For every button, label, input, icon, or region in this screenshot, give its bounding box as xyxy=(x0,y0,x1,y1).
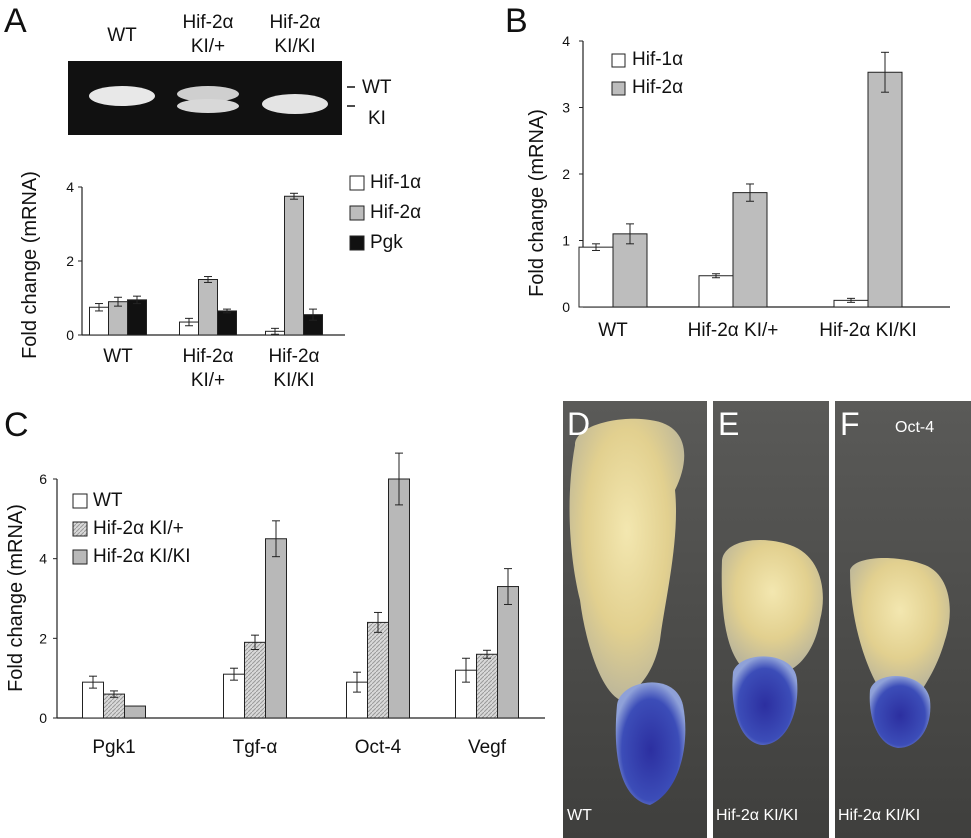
chart-c-bar-hif-2-ki-1 xyxy=(244,641,266,719)
gel-band-hom xyxy=(262,94,328,114)
chart-a: 0 2 4 Fold change (mRNA) WT Hif-2α KI/+ Hif-2α K… xyxy=(19,171,421,391)
chart-c-bar-hif-2-ki-ki-2 xyxy=(388,478,410,719)
chart-b: 0 1 2 3 4 Fold change (mRNA) WT Hif-2α KI/+ Hif-… xyxy=(526,33,950,341)
gel-band-label-ki: KI xyxy=(368,108,386,129)
chart-c-category-label-1-0: Tgf-α xyxy=(233,737,278,758)
chart-b-y-tick-label-4: 4 xyxy=(562,33,570,49)
photo-d-stained-region xyxy=(615,682,686,805)
chart-b-bar-hif-1-0 xyxy=(578,246,614,308)
chart-c-bar-hif-2-ki-ki-3 xyxy=(497,586,519,719)
photo-f-stained-region xyxy=(869,676,931,748)
chart-c-legend-label-hif-2-ki-ki: Hif-2α KI/KI xyxy=(93,546,191,567)
chart-c-category-label-0-0: Pgk1 xyxy=(92,737,135,758)
chart-b-y-axis-title: Fold change (mRNA) xyxy=(526,109,548,297)
photo-f-genotype-label: Hif-2α KI/KI xyxy=(838,807,920,824)
chart-b-y-tick-label-2: 2 xyxy=(562,166,570,182)
panel-label-d: D xyxy=(567,406,590,442)
chart-b-legend-label-hif-1: Hif-1α xyxy=(632,49,683,70)
photo-e-tissue xyxy=(721,540,823,670)
chart-b-legend-swatch-hif-1 xyxy=(611,53,626,68)
photo-d-genotype-label: WT xyxy=(567,807,592,824)
panel-label-e: E xyxy=(718,406,739,442)
chart-a-legend-swatch-pgk xyxy=(349,235,365,251)
photo-panel-e: E Hif-2α KI/KI xyxy=(713,401,829,838)
chart-c-category-label-3-0: Vegf xyxy=(468,737,507,758)
chart-c-legend-swatch-wt xyxy=(72,493,88,509)
panel-label-a: A xyxy=(4,2,27,40)
chart-a-y-tick-label-2: 4 xyxy=(66,179,74,195)
chart-b-category-label-2-0: Hif-2α KI/KI xyxy=(819,320,917,341)
panel-label-b: B xyxy=(505,2,528,40)
chart-b-legend-swatch-hif-2 xyxy=(611,81,626,96)
chart-c-y-tick-label-3: 6 xyxy=(39,471,47,487)
chart-b-y-tick-label-3: 3 xyxy=(562,100,570,116)
panel-label-f: F xyxy=(840,406,860,442)
chart-a-y-axis-title: Fold change (mRNA) xyxy=(19,171,41,359)
chart-b-y-tick-label-0: 0 xyxy=(562,299,570,315)
chart-c-y-axis-title: Fold change (mRNA) xyxy=(5,504,27,692)
chart-b-bar-hif-2-1 xyxy=(732,192,768,308)
chart-b-bar-hif-2-2 xyxy=(867,71,903,308)
chart-a-category-label-2-0: Hif-2α xyxy=(268,346,319,367)
gel-band-label-wt: WT xyxy=(362,77,392,98)
chart-c-y-tick-label-1: 2 xyxy=(39,630,47,646)
chart-a-y-tick-label-1: 2 xyxy=(66,253,74,269)
chart-a-y-tick-label-0: 0 xyxy=(66,327,74,343)
chart-a-legend-label-pgk: Pgk xyxy=(370,232,403,253)
chart-c: 0 2 4 6 Fold change (mRNA) Pgk1 Tgf-α Oct-4 Vegf… xyxy=(5,452,545,758)
chart-c-bar-hif-2-ki-ki-1 xyxy=(265,538,287,719)
chart-a-bar-pgk-0 xyxy=(127,299,147,336)
chart-a-bar-hif-2-1 xyxy=(198,279,218,336)
chart-a-legend-label-hif-1: Hif-1α xyxy=(370,172,421,193)
gel-lane-label-ki-het-line2: KI/+ xyxy=(191,36,225,57)
photo-panel-d: D WT xyxy=(563,401,707,838)
chart-c-legend-label-wt: WT xyxy=(93,490,123,511)
chart-a-legend-swatch-hif-2 xyxy=(349,205,365,221)
gel-lane-label-ki-het-line1: Hif-2α xyxy=(182,12,233,33)
chart-a-category-label-1-1: KI/+ xyxy=(191,370,225,391)
chart-b-category-label-0-0: WT xyxy=(598,320,628,341)
photo-d-tissue xyxy=(569,418,685,700)
chart-c-legend-swatch-hif-2-ki-ki xyxy=(72,549,88,565)
gel-lane-label-ki-hom-line2: KI/KI xyxy=(274,36,315,57)
chart-b-bar-hif-2-0 xyxy=(612,233,648,308)
chart-c-category-label-2-0: Oct-4 xyxy=(355,737,402,758)
chart-a-category-label-0-0: WT xyxy=(103,346,133,367)
gel-band-het-lower xyxy=(177,99,239,113)
chart-a-bar-pgk-1 xyxy=(217,310,237,336)
chart-a-legend-label-hif-2: Hif-2α xyxy=(370,202,421,223)
photo-e-stained-region xyxy=(732,656,798,745)
chart-a-category-label-1-0: Hif-2α xyxy=(182,346,233,367)
photo-panel-f: F Oct-4 Hif-2α KI/KI xyxy=(835,401,971,838)
chart-b-y-tick-label-1: 1 xyxy=(562,233,570,249)
chart-c-bar-hif-2-ki-ki-0 xyxy=(124,705,146,719)
panel-label-c: C xyxy=(4,406,29,444)
chart-a-category-label-2-1: KI/KI xyxy=(273,370,314,391)
chart-c-y-tick-label-2: 4 xyxy=(39,551,47,567)
chart-c-legend-label-hif-2-ki: Hif-2α KI/+ xyxy=(93,518,184,539)
chart-a-legend-swatch-hif-1 xyxy=(349,175,365,191)
chart-b-category-label-1-0: Hif-2α KI/+ xyxy=(688,320,779,341)
chart-a-bar-hif-2-0 xyxy=(108,301,128,336)
photo-f-marker-label: Oct-4 xyxy=(895,419,934,436)
chart-c-bar-hif-2-ki-3 xyxy=(476,653,498,719)
chart-c-bar-wt-1 xyxy=(223,673,245,719)
gel-band-wt xyxy=(89,86,155,106)
gel-lane-label-ki-hom-line1: Hif-2α xyxy=(269,12,320,33)
gel-band-het-upper xyxy=(177,86,239,102)
photo-e-genotype-label: Hif-2α KI/KI xyxy=(716,807,798,824)
chart-b-bar-hif-1-1 xyxy=(698,275,734,308)
gel-lane-label-wt: WT xyxy=(107,25,137,46)
chart-c-legend-swatch-hif-2-ki xyxy=(72,521,88,537)
chart-c-bar-hif-2-ki-2 xyxy=(367,621,389,719)
chart-b-legend-label-hif-2: Hif-2α xyxy=(632,77,683,98)
photo-f-tissue xyxy=(850,558,950,690)
chart-a-bar-hif-2-2 xyxy=(284,195,304,336)
chart-c-y-tick-label-0: 0 xyxy=(39,710,47,726)
gel-panel: WT Hif-2α KI/+ Hif-2α KI/KI WT KI xyxy=(68,12,392,135)
